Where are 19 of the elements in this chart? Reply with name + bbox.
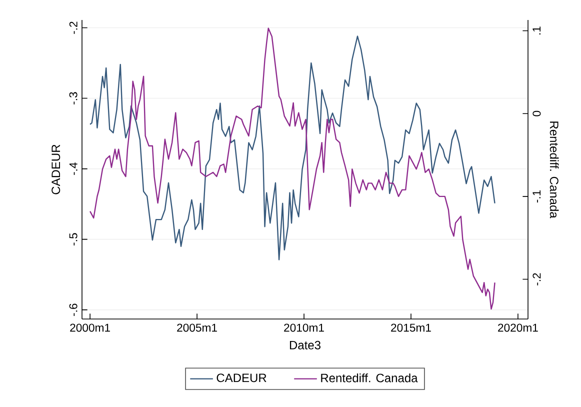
x-axis-title: Date3 — [290, 340, 320, 350]
y2-tick-label: -.1 — [532, 190, 541, 203]
legend-label: Rentediff. Canada — [321, 373, 418, 382]
y-axis-title: CADEUR — [52, 144, 60, 194]
y2-tick-label: 0 — [532, 110, 541, 116]
y-tick-label: -.4 — [69, 162, 78, 175]
y2-axis-title: Rentediff. Canada — [550, 122, 559, 218]
x-tick-label: 2010m1 — [284, 324, 324, 332]
y-tick-label: -.6 — [69, 304, 78, 316]
y-tick-label: -.5 — [69, 233, 78, 246]
x-tick-label: 2015m1 — [391, 324, 431, 332]
y2-tick-label: -.2 — [532, 273, 541, 286]
legend-label: CADEUR — [216, 374, 266, 382]
x-tick-label: 2005m1 — [177, 324, 217, 332]
y2-tick-label: .1 — [532, 26, 541, 34]
y-tick-label: -.2 — [69, 22, 78, 34]
x-tick-label: 2020m1 — [498, 324, 538, 332]
x-tick-label: 2000m1 — [70, 324, 110, 332]
y-tick-label: -.3 — [69, 92, 78, 104]
